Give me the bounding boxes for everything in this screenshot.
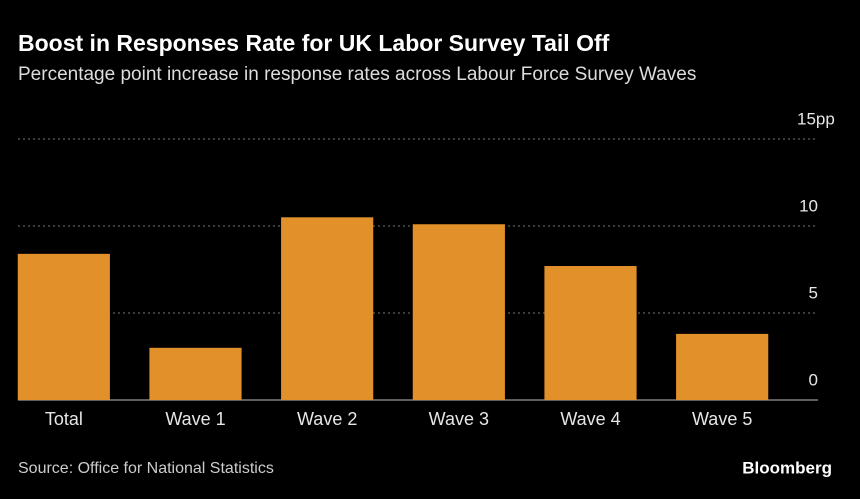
bar bbox=[149, 347, 242, 400]
x-tick-label: Wave 4 bbox=[560, 409, 620, 429]
chart-subtitle: Percentage point increase in response ra… bbox=[18, 64, 696, 85]
bar bbox=[676, 333, 769, 400]
brand: Bloomberg bbox=[742, 458, 832, 477]
bar bbox=[17, 253, 110, 400]
y-tick-label: 15pp bbox=[797, 109, 835, 128]
y-tick-label: 0 bbox=[809, 370, 818, 389]
bar bbox=[544, 266, 637, 400]
x-tick-label: Wave 5 bbox=[692, 409, 752, 429]
x-tick-label: Wave 3 bbox=[429, 409, 489, 429]
y-tick-label: 5 bbox=[809, 283, 818, 302]
x-tick-label: Wave 1 bbox=[165, 409, 225, 429]
x-tick-label: Wave 2 bbox=[297, 409, 357, 429]
source: Source: Office for National Statistics bbox=[18, 460, 274, 477]
chart-title: Boost in Responses Rate for UK Labor Sur… bbox=[18, 30, 610, 56]
y-tick-label: 10 bbox=[799, 196, 818, 215]
x-tick-label: Total bbox=[45, 409, 83, 429]
bar bbox=[281, 217, 374, 400]
bar bbox=[412, 224, 505, 400]
